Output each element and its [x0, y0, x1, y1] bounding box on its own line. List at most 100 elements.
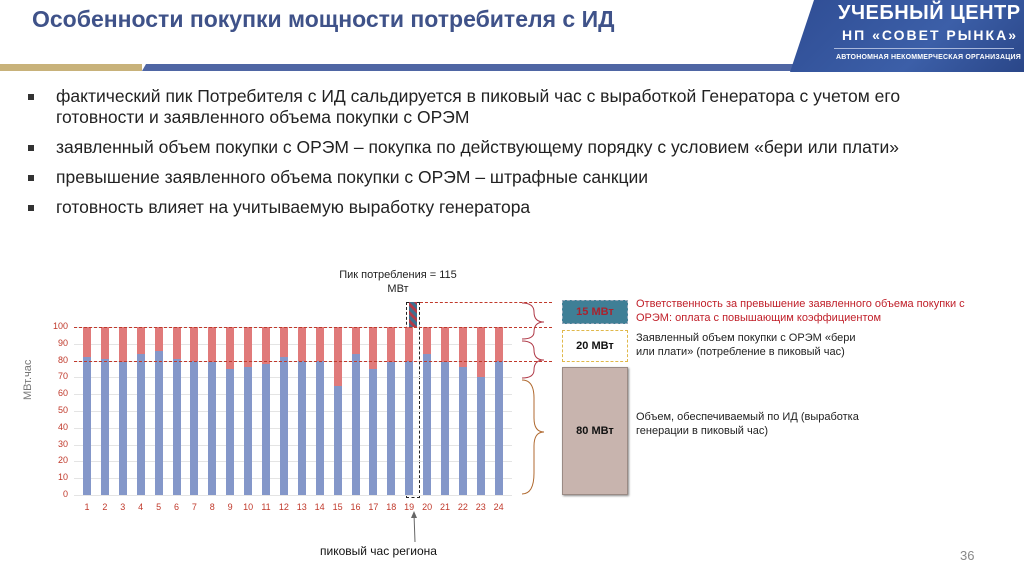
bar-segment-generation: [100, 358, 109, 495]
bar-segment-orem: [441, 327, 449, 363]
bar-segment-generation: [441, 362, 449, 495]
title-stripe-blue: [142, 64, 802, 71]
y-tick-label: 70: [57, 371, 68, 382]
x-tick-label: 22: [457, 502, 468, 512]
gridline: [74, 394, 512, 396]
bar-segment-orem: [387, 327, 396, 363]
bar-segment-orem: [494, 327, 503, 361]
gridline: [74, 427, 512, 429]
reference-line: [74, 327, 552, 328]
page-title: Особенности покупки мощности потребителя…: [32, 6, 615, 32]
x-tick-label: 20: [422, 502, 433, 512]
bullet-item: фактический пик Потребителя с ИД сальдир…: [28, 86, 988, 128]
y-tick-label: 10: [57, 472, 68, 483]
x-tick-label: 8: [209, 502, 215, 512]
bar-segment-generation: [136, 353, 145, 495]
bar-segment-orem: [118, 327, 127, 363]
bar-segment-generation: [351, 353, 360, 495]
bar-segment-generation: [226, 369, 235, 495]
y-tick-label: 50: [57, 405, 68, 415]
y-tick-label: 100: [52, 321, 68, 331]
x-tick-label: 17: [368, 502, 379, 512]
x-tick-label: 5: [156, 502, 162, 512]
peak-label: Пик потребления = 115 МВт: [339, 269, 457, 295]
bar-segment-generation: [458, 367, 467, 495]
gridline: [74, 461, 512, 463]
legend-generation-box: 80 МВт: [562, 367, 628, 495]
gridline: [74, 377, 512, 379]
bar-segment-generation: [190, 360, 199, 495]
page-number: 36: [960, 548, 975, 563]
bar-segment-orem: [423, 327, 432, 354]
bar-segment-orem: [136, 327, 145, 354]
bar-segment-orem: [208, 327, 217, 363]
bar-segment-generation: [423, 353, 432, 495]
logo-line1: УЧЕБНЫЙ ЦЕНТР: [838, 2, 1021, 24]
logo-line3: АВТОНОМНАЯ НЕКОММЕРЧЕСКАЯ ОРГАНИЗАЦИЯ: [836, 54, 1021, 61]
reference-line: [74, 360, 552, 362]
x-tick-label: 24: [493, 502, 504, 512]
bar-segment-orem: [458, 327, 467, 368]
bar-segment-generation: [262, 363, 270, 495]
bar-segment-orem: [476, 327, 485, 378]
bullet-item: готовность влияет на учитываемую выработ…: [28, 197, 988, 218]
y-tick-label: 0: [62, 489, 68, 499]
bar-segment-generation: [369, 369, 378, 495]
x-tick-label: 21: [439, 502, 450, 512]
bar-segment-generation: [387, 362, 396, 495]
bar-segment-orem: [369, 327, 378, 369]
y-tick-label: 40: [57, 421, 68, 432]
bar-segment-orem: [279, 327, 288, 358]
bar-segment-orem: [333, 327, 342, 386]
bullet-item: заявленный объем покупки с ОРЭМ – покупк…: [28, 137, 988, 158]
bar-segment-orem: [405, 327, 414, 361]
legend-generation-text: Объем, обеспечиваемый по ИД (выработка г…: [636, 411, 859, 437]
bullet-list: фактический пик Потребителя с ИД сальдир…: [28, 86, 988, 227]
bar-segment-generation: [118, 362, 127, 495]
brace-icon: [521, 302, 545, 495]
x-tick-label: 19: [404, 502, 415, 512]
x-tick-label: 11: [261, 502, 271, 512]
x-tick-label: 16: [350, 502, 361, 512]
legend-excess-box: 15 МВт: [562, 300, 628, 324]
bar-segment-orem: [315, 327, 324, 361]
logo: УЧЕБНЫЙ ЦЕНТР НП «СОВЕТ РЫНКА» АВТОНОМНА…: [790, 0, 1024, 72]
x-tick-label: 12: [278, 502, 289, 512]
bar-segment-generation: [297, 360, 306, 495]
x-tick-label: 15: [332, 502, 343, 512]
x-tick-label: 13: [296, 502, 307, 512]
x-tick-label: 4: [138, 502, 144, 512]
excess-hatch: [409, 302, 417, 327]
y-tick-label: 90: [57, 337, 68, 348]
bar-segment-generation: [244, 367, 253, 495]
bar-segment-generation: [208, 362, 217, 495]
bar-segment-generation: [279, 357, 288, 495]
x-tick-label: 23: [475, 502, 486, 512]
gridline: [74, 343, 512, 345]
bar-segment-orem: [297, 327, 306, 361]
bar-segment-generation: [154, 350, 163, 495]
logo-divider: [834, 48, 1014, 49]
bar-segment-orem: [100, 327, 109, 359]
bar-segment-generation: [476, 377, 485, 495]
x-tick-label: 2: [102, 502, 108, 512]
legend-declared-text: Заявленный объем покупки с ОРЭМ «бери ил…: [636, 332, 856, 358]
legend-declared-box: 20 МВт: [562, 330, 628, 362]
legend-excess-text: Ответственность за превышение заявленног…: [636, 298, 965, 324]
y-tick-label: 80: [57, 354, 68, 365]
arrow-icon: [411, 511, 417, 543]
x-tick-label: 14: [314, 502, 325, 512]
bar-segment-generation: [83, 357, 91, 495]
bar-segment-orem: [351, 327, 360, 354]
bar-segment-generation: [333, 385, 342, 495]
x-tick-label: 1: [84, 502, 90, 512]
gridline: [74, 478, 512, 480]
y-axis-label: МВт.час: [22, 359, 34, 400]
x-tick-label: 10: [243, 502, 254, 512]
reference-line: [420, 301, 552, 303]
bar-segment-generation: [315, 360, 324, 495]
bar-segment-orem: [83, 327, 91, 358]
logo-line2: НП «СОВЕТ РЫНКА»: [842, 27, 1018, 43]
bar-segment-generation: [405, 360, 414, 495]
